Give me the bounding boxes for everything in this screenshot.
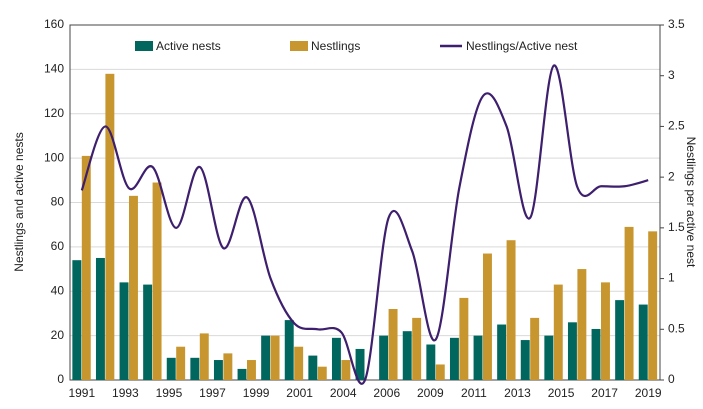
bar xyxy=(473,335,483,380)
x-tick-label: 2011 xyxy=(461,386,487,400)
x-tick-label: 2006 xyxy=(373,386,400,400)
bar xyxy=(294,346,304,380)
x-tick-label: 1999 xyxy=(243,386,270,400)
y2-tick-label: 1 xyxy=(668,271,675,285)
y-tick-label: 20 xyxy=(51,328,65,342)
legend-label: Nestlings/Active nest xyxy=(466,39,578,53)
legend-swatch xyxy=(135,41,153,51)
bar xyxy=(577,269,587,380)
bar xyxy=(270,335,280,380)
bar xyxy=(331,337,341,380)
bar xyxy=(567,322,577,380)
bar xyxy=(506,240,516,380)
y2-tick-label: 1.5 xyxy=(668,220,685,234)
bar xyxy=(199,333,209,380)
x-tick-label: 1997 xyxy=(199,386,226,400)
bar xyxy=(638,304,648,380)
legend-label: Nestlings xyxy=(311,39,360,53)
y2-tick-label: 0 xyxy=(668,372,675,386)
bar xyxy=(341,360,351,380)
bar xyxy=(81,155,91,380)
bar xyxy=(261,335,271,380)
x-tick-label: 2013 xyxy=(504,386,531,400)
bar xyxy=(601,282,610,380)
y-tick-label: 0 xyxy=(57,372,64,386)
y2-tick-label: 3.5 xyxy=(668,17,685,31)
x-tick-label: 2001 xyxy=(286,386,313,400)
y2-axis-label: Nestlings per active nest xyxy=(684,137,698,268)
x-tick-label: 1993 xyxy=(112,386,139,400)
bar xyxy=(412,317,422,380)
bar xyxy=(129,195,138,380)
bar xyxy=(105,73,115,380)
bar xyxy=(615,300,625,380)
bar xyxy=(624,226,634,380)
bar xyxy=(426,344,436,380)
y2-tick-label: 2.5 xyxy=(668,119,685,133)
x-tick-label: 1991 xyxy=(68,386,95,400)
bar xyxy=(388,309,398,380)
bar xyxy=(530,317,540,380)
bar xyxy=(72,260,82,380)
bar xyxy=(166,357,176,380)
y-tick-label: 140 xyxy=(44,62,64,76)
bar xyxy=(119,282,129,380)
y-tick-label: 80 xyxy=(51,195,65,209)
bar xyxy=(591,328,601,380)
bar xyxy=(247,360,256,380)
y-axis-label: Nestlings and active nests xyxy=(12,132,26,271)
y-tick-label: 100 xyxy=(44,150,64,164)
bar xyxy=(152,182,162,380)
bar xyxy=(223,353,233,380)
bar xyxy=(459,297,469,380)
legend-label: Active nests xyxy=(156,39,221,53)
x-tick-label: 2004 xyxy=(330,386,357,400)
y-tick-label: 160 xyxy=(44,17,64,31)
bar xyxy=(190,357,200,380)
bar xyxy=(284,320,294,380)
x-tick-label: 2015 xyxy=(548,386,575,400)
y-tick-label: 60 xyxy=(51,239,65,253)
y2-tick-label: 2 xyxy=(668,169,675,183)
bar xyxy=(449,337,459,380)
bar xyxy=(176,346,186,380)
x-tick-label: 2019 xyxy=(635,386,662,400)
x-tick-label: 2017 xyxy=(591,386,618,400)
bar xyxy=(520,340,530,380)
y-tick-label: 120 xyxy=(44,106,64,120)
bar xyxy=(237,368,247,380)
bar xyxy=(544,335,554,380)
bar xyxy=(379,335,389,380)
bar xyxy=(143,284,153,380)
bar xyxy=(483,253,492,380)
bar xyxy=(435,364,445,380)
y2-tick-label: 0.5 xyxy=(668,321,685,335)
bar xyxy=(317,366,327,380)
y2-tick-label: 3 xyxy=(668,68,675,82)
bar xyxy=(648,231,658,380)
x-tick-label: 1995 xyxy=(156,386,183,400)
ratio-line xyxy=(80,64,649,385)
bar xyxy=(497,324,507,380)
bar xyxy=(553,284,563,380)
legend-swatch xyxy=(290,41,308,51)
bar xyxy=(402,331,412,380)
bar xyxy=(355,348,365,380)
y-tick-label: 40 xyxy=(51,283,65,297)
bar xyxy=(213,360,223,380)
bar xyxy=(95,257,105,380)
bar xyxy=(308,355,318,380)
x-tick-label: 2009 xyxy=(417,386,444,400)
